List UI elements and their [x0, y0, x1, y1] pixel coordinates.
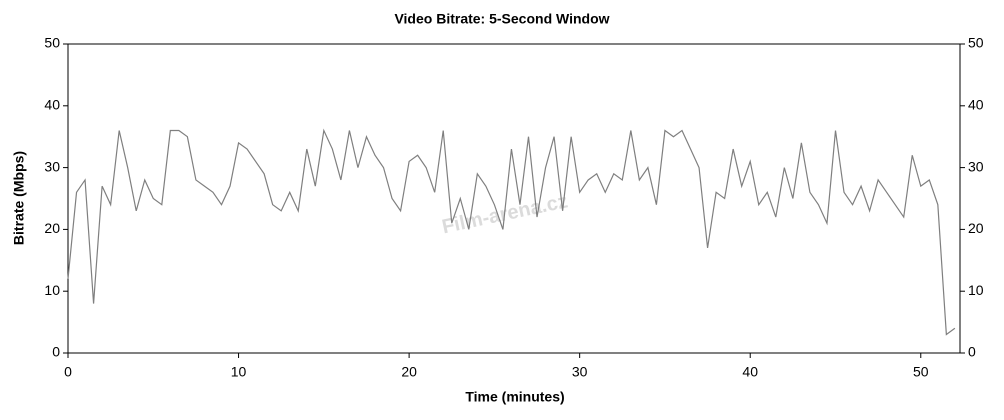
y2-tick-label: 20 — [968, 220, 984, 236]
x-axis-label: Time (minutes) — [465, 389, 564, 405]
y2-tick-label: 10 — [968, 282, 984, 298]
plot-frame — [67, 43, 961, 354]
x-tick-label: 30 — [572, 364, 588, 380]
x-tick-label: 50 — [913, 364, 929, 380]
x-tick-label: 10 — [231, 364, 247, 380]
y-tick-label: 50 — [44, 35, 60, 51]
y-tick-label: 10 — [44, 282, 60, 298]
chart-title: Video Bitrate: 5-Second Window — [394, 11, 609, 27]
y-tick-label: 0 — [52, 344, 60, 360]
x-tick-label: 40 — [742, 364, 758, 380]
data-line — [67, 128, 956, 336]
x-tick-label: 0 — [64, 364, 72, 380]
y-tick-label: 20 — [44, 220, 60, 236]
x-tick-label: 20 — [401, 364, 417, 380]
y-tick-label: 30 — [44, 158, 60, 174]
y2-tick-label: 40 — [968, 97, 984, 113]
y-tick-label: 40 — [44, 97, 60, 113]
y2-tick-label: 30 — [968, 158, 984, 174]
y2-tick-label: 50 — [968, 35, 984, 51]
y2-tick-label: 0 — [968, 344, 976, 360]
y-axis-label: Bitrate (Mbps) — [11, 151, 27, 245]
